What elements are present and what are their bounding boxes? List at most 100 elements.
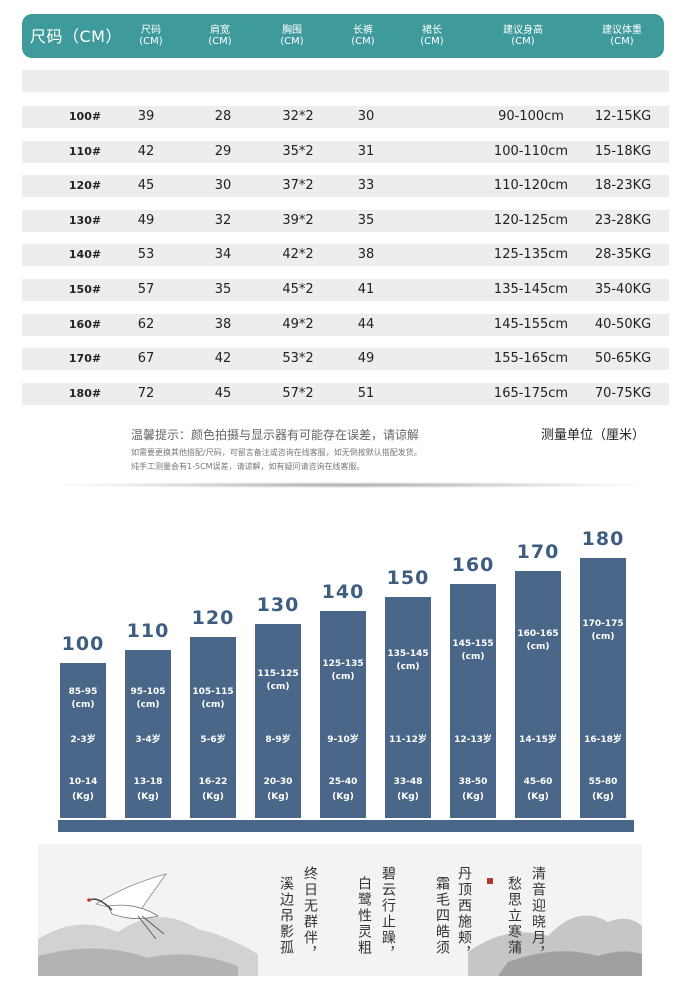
chart-baseline [58,820,634,832]
bar-height-range: 160-165 [517,629,559,639]
bar-size-label: 170 [516,541,560,564]
table-cell: 30 [357,109,375,124]
chart-column: 160 145-155 (cm) 12-13岁 38-50 (Kg) [450,554,496,820]
chart-column: 180 170-175 (cm) 16-18岁 55-80 (Kg) [580,528,626,820]
bar: 160-165 (cm) 14-15岁 45-60 (Kg) [515,571,561,818]
table-cell: 35*2 [282,143,314,159]
poem-column: 愁思立寒蒲 [506,876,522,956]
bar-weight-unit: (Kg) [397,792,419,802]
table-cell: 140# [68,248,102,262]
table-cell: 180# [68,386,102,400]
bar-age-label: 16-18岁 [584,735,622,745]
table-cell: 100# [68,110,102,123]
table-cell: 130# [68,213,102,227]
table-cell: 170# [68,352,102,366]
bar-height-range: 135-145 [387,649,429,659]
bar-height-range: 170-175 [582,619,624,629]
table-cell: 145-155cm [493,316,569,332]
chart-column: 120 105-115 (cm) 5-6岁 16-22 (Kg) [190,607,236,820]
table-cell: 42 [214,351,232,367]
bar-age-label: 14-15岁 [519,735,557,745]
bar-weight-unit: (Kg) [202,792,224,802]
table-cell: 44 [357,316,375,332]
table-cell: 33 [357,178,375,194]
bar-height-unit: (cm) [396,662,420,672]
table-cell: 49*2 [282,316,314,332]
chart-column: 110 95-105 (cm) 3-4岁 13-18 (Kg) [125,620,171,820]
bar-size-label: 160 [451,554,495,577]
header-skirt: 裙长 (CM) [420,25,444,47]
table-row: 180# 72 45 57*2 51 165-175cm 70-75KG [22,382,669,405]
chart-column: 130 115-125 (cm) 8-9岁 20-30 (Kg) [255,594,301,820]
bar: 115-125 (cm) 8-9岁 20-30 (Kg) [255,623,301,818]
bar-weight-range: 38-50 [458,777,488,787]
table-cell: 135-145cm [493,282,569,297]
table-cell: 34 [214,247,232,263]
chart-column: 150 135-145 (cm) 11-12岁 33-48 (Kg) [385,567,431,820]
tip-text: 温馨提示：颜色拍摄与显示器有可能存在误差，请谅解 [131,428,420,442]
bar-height-unit: (cm) [331,672,355,682]
bar-height-range: 95-105 [130,687,166,697]
poem-column: 溪边吊影孤 [278,876,294,956]
table-cell: 38 [214,316,232,332]
table-cell: 12-15KG [594,109,652,124]
table-cell: 49 [137,212,155,228]
header-size-cm: 尺码（CM） [30,26,122,46]
bar-weight-range: 45-60 [523,777,553,787]
bar-weight-unit: (Kg) [462,792,484,802]
bar-weight-unit: (Kg) [527,792,549,802]
bar-weight-unit: (Kg) [72,792,94,802]
note-line-3: 纯手工测量会有1-5CM误差，请谅解，如有疑问请咨询在线客服。 [131,462,365,471]
poem-column: 霜毛四皓须 [434,876,450,956]
table-cell: 41 [357,282,375,297]
table-cell: 155-165cm [493,351,569,367]
bar-size-label: 130 [256,593,300,616]
poem-column: 清音迎晓月， [530,866,546,962]
header-weight: 建议体重 (CM) [602,25,642,47]
chart-column: 100 85-95 (cm) 2-3岁 10-14 (Kg) [60,633,106,820]
ink-painting: 清音迎晓月， 愁思立寒蒲 丹顶西施颊， 霜毛四皓须 碧云行止躁， 白鹭性灵粗 终日无群伴， 溪… [38,844,642,976]
chart-column: 170 160-165 (cm) 14-15岁 45-60 (Kg) [515,541,561,820]
bar-weight-unit: (Kg) [332,792,354,802]
header-chest: 胸围 (CM) [280,25,304,47]
table-cell: 62 [137,316,155,332]
note-line-2: 如需要更换其他搭配/尺码，可留言备注或咨询在线客服，如无倒按默认搭配发货。 [131,448,422,457]
chart-column: 140 125-135 (cm) 9-10岁 25-40 (Kg) [320,581,366,821]
bar-weight-unit: (Kg) [137,792,159,802]
table-cell: 57 [137,282,155,297]
table-cell: 120-125cm [493,212,569,228]
bar: 105-115 (cm) 5-6岁 16-22 (Kg) [190,636,236,818]
bar: 85-95 (cm) 2-3岁 10-14 (Kg) [60,663,106,818]
table-cell: 50-65KG [594,351,652,367]
bar-height-unit: (cm) [201,700,225,710]
bar: 125-135 (cm) 9-10岁 25-40 (Kg) [320,610,366,818]
bar-size-label: 180 [581,528,625,550]
table-cell: 32 [214,212,232,228]
blank-row [22,70,669,92]
table-cell: 67 [137,351,155,367]
table-cell: 110# [68,144,102,158]
table-cell: 120# [68,179,102,193]
bar-height-unit: (cm) [526,642,550,652]
bar-size-label: 100 [61,633,105,655]
bar-weight-range: 20-30 [263,777,293,787]
table-cell: 28-35KG [594,247,652,263]
table-cell: 51 [357,385,375,401]
bar-height-unit: (cm) [136,700,160,710]
bar-age-label: 8-9岁 [265,735,291,745]
bar-height-range: 105-115 [192,687,234,697]
table-cell: 23-28KG [594,212,652,228]
bar-weight-range: 33-48 [393,777,423,787]
bar-weight-range: 10-14 [68,777,98,787]
bar-age-label: 12-13岁 [454,735,492,745]
bar: 95-105 (cm) 3-4岁 13-18 (Kg) [125,649,171,818]
table-cell: 15-18KG [594,143,652,159]
table-row: 170# 67 42 53*2 49 155-165cm 50-65KG [22,348,669,371]
table-cell: 100-110cm [493,143,569,159]
bar-height-range: 85-95 [68,687,98,697]
table-cell: 53 [137,247,155,263]
bar-height-unit: (cm) [591,632,615,642]
bar-weight-unit: (Kg) [592,792,614,802]
table-row: 100# 39 28 32*2 30 90-100cm 12-15KG [22,106,669,128]
bar-size-label: 120 [191,606,235,629]
